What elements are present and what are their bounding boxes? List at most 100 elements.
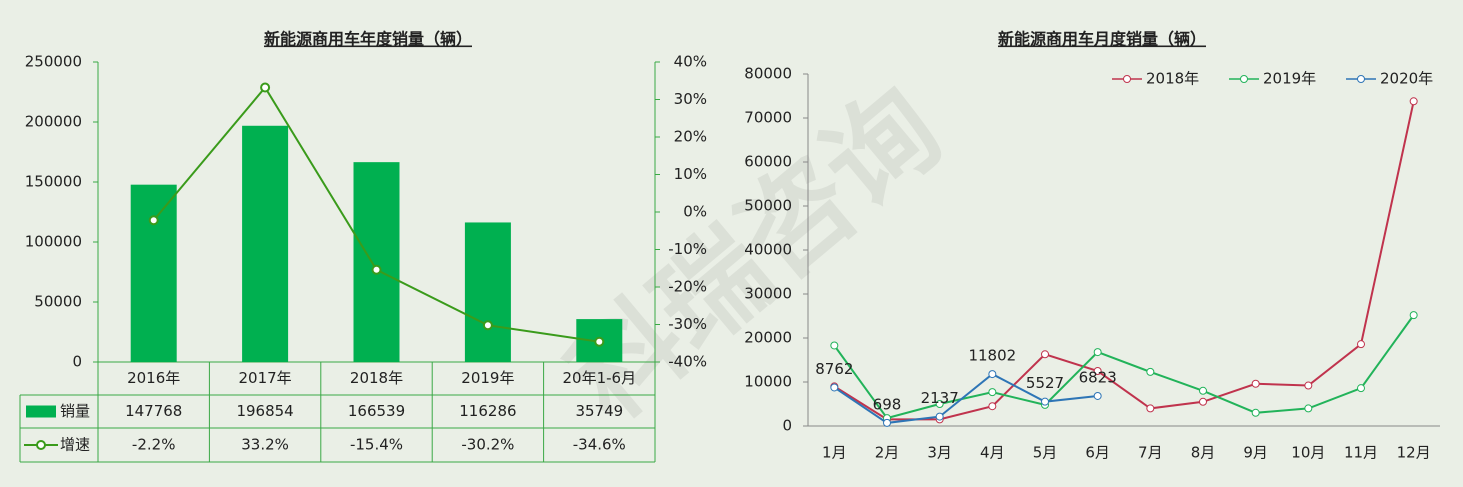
y2-tick-label: 10% bbox=[674, 165, 707, 183]
point bbox=[830, 383, 839, 392]
table-cell: -2.2% bbox=[132, 436, 176, 454]
x-tick-label: 9月 bbox=[1243, 444, 1268, 462]
y-tick-label: 50000 bbox=[744, 197, 792, 215]
point bbox=[1357, 384, 1365, 393]
point bbox=[1304, 404, 1313, 413]
y2-tick-label: 30% bbox=[674, 90, 707, 108]
point bbox=[371, 264, 382, 275]
legend-label: 2020年 bbox=[1380, 70, 1433, 88]
x-tick-label: 3月 bbox=[927, 444, 952, 462]
legend-swatch bbox=[26, 405, 56, 418]
bar bbox=[353, 162, 400, 362]
x-tick-label: 4月 bbox=[980, 444, 1005, 462]
y-tick-label: 100000 bbox=[25, 233, 82, 251]
data-label: 11802 bbox=[968, 347, 1016, 365]
point bbox=[988, 388, 997, 397]
point bbox=[1304, 381, 1313, 390]
point bbox=[883, 418, 891, 427]
line bbox=[833, 101, 1415, 421]
legend-label: 2018年 bbox=[1146, 70, 1199, 88]
point bbox=[1357, 340, 1365, 349]
y-tick-label: 20000 bbox=[744, 329, 792, 347]
legend-label: 销量 bbox=[60, 402, 90, 420]
point bbox=[482, 320, 493, 331]
point bbox=[1409, 311, 1418, 320]
x-tick-label: 8月 bbox=[1191, 444, 1216, 462]
bar bbox=[464, 222, 511, 362]
point bbox=[1041, 350, 1049, 359]
point bbox=[1146, 367, 1155, 376]
point bbox=[148, 215, 159, 226]
y-tick-label: 30000 bbox=[744, 285, 792, 303]
y-tick-label: 0 bbox=[782, 417, 792, 435]
x-tick-label: 2016年 bbox=[127, 369, 180, 387]
legend-swatch bbox=[1240, 75, 1248, 83]
data-label: 6823 bbox=[1079, 368, 1117, 386]
point bbox=[1199, 397, 1207, 406]
x-tick-label: 11月 bbox=[1344, 444, 1378, 462]
point bbox=[1251, 408, 1260, 417]
point bbox=[935, 400, 944, 408]
point bbox=[260, 82, 271, 93]
point bbox=[1041, 397, 1049, 406]
legend-swatch bbox=[36, 440, 46, 450]
x-tick-label: 2017年 bbox=[239, 369, 292, 387]
table-cell: 166539 bbox=[348, 402, 405, 420]
x-tick-label: 20年1-6月 bbox=[563, 369, 637, 387]
x-tick-label: 2019年 bbox=[461, 369, 514, 387]
data-label: 698 bbox=[873, 395, 902, 413]
data-label: 8762 bbox=[815, 360, 853, 378]
table-cell: 147768 bbox=[125, 402, 182, 420]
x-tick-label: 5月 bbox=[1033, 444, 1058, 462]
y2-tick-label: -40% bbox=[668, 353, 707, 371]
point bbox=[1199, 386, 1207, 395]
y2-tick-label: -20% bbox=[668, 278, 707, 296]
y2-tick-label: -30% bbox=[668, 315, 707, 333]
point bbox=[935, 412, 944, 421]
point bbox=[1093, 391, 1102, 400]
y2-tick-label: 20% bbox=[674, 128, 707, 146]
y-tick-label: 60000 bbox=[744, 153, 792, 171]
point bbox=[1251, 379, 1260, 388]
point bbox=[1146, 404, 1155, 413]
y-tick-label: 40000 bbox=[744, 241, 792, 259]
point bbox=[1093, 348, 1102, 357]
x-tick-label: 2018年 bbox=[350, 369, 403, 387]
y-tick-label: 70000 bbox=[744, 109, 792, 127]
point bbox=[988, 402, 997, 411]
point bbox=[988, 370, 997, 379]
table-cell: -15.4% bbox=[350, 436, 403, 454]
y2-tick-label: 40% bbox=[674, 53, 707, 71]
table-cell: -30.2% bbox=[461, 436, 514, 454]
table-cell: 116286 bbox=[459, 402, 516, 420]
legend-swatch bbox=[1357, 75, 1365, 83]
legend-swatch bbox=[1123, 75, 1131, 83]
table-cell: 33.2% bbox=[241, 436, 289, 454]
data-label: 2137 bbox=[921, 389, 959, 407]
line bbox=[833, 314, 1415, 420]
x-tick-label: 1月 bbox=[822, 444, 847, 462]
data-label: 5527 bbox=[1026, 374, 1064, 392]
y-tick-label: 50000 bbox=[34, 293, 82, 311]
point bbox=[830, 341, 839, 350]
x-tick-label: 7月 bbox=[1138, 444, 1163, 462]
y-tick-label: 10000 bbox=[744, 373, 792, 391]
point bbox=[594, 336, 605, 347]
y-tick-label: 80000 bbox=[744, 65, 792, 83]
y-tick-label: 150000 bbox=[25, 173, 82, 191]
chart-title: 新能源商用车月度销量（辆） bbox=[998, 30, 1206, 49]
table-cell: 196854 bbox=[236, 402, 293, 420]
x-tick-label: 12月 bbox=[1397, 444, 1431, 462]
y-tick-label: 250000 bbox=[25, 53, 82, 71]
point bbox=[1409, 97, 1418, 106]
table-cell: -34.6% bbox=[573, 436, 626, 454]
y2-tick-label: -10% bbox=[668, 240, 707, 258]
chart-title: 新能源商用车年度销量（辆） bbox=[264, 30, 472, 49]
x-tick-label: 2月 bbox=[875, 444, 900, 462]
y-tick-label: 0 bbox=[72, 353, 82, 371]
y-tick-label: 200000 bbox=[25, 113, 82, 131]
legend-label: 增速 bbox=[60, 436, 90, 454]
bar bbox=[130, 184, 177, 362]
x-tick-label: 6月 bbox=[1085, 444, 1110, 462]
